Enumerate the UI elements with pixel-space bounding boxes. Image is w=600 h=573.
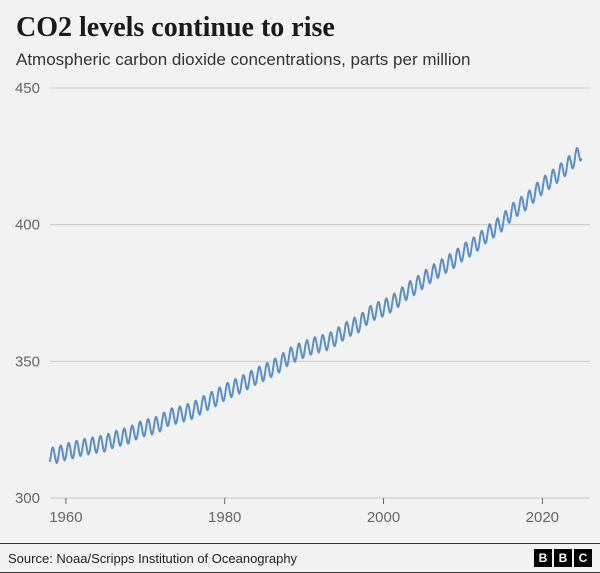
bbc-logo-letter: B (534, 549, 552, 567)
bbc-logo-letter: B (554, 549, 572, 567)
chart-card: CO2 levels continue to rise Atmospheric … (0, 0, 600, 573)
bbc-logo-letter: C (574, 549, 592, 567)
source-label: Source: Noaa/Scripps Institution of Ocea… (8, 551, 297, 566)
chart-footer: Source: Noaa/Scripps Institution of Ocea… (0, 543, 600, 573)
svg-text:350: 350 (15, 353, 40, 370)
chart-title: CO2 levels continue to rise (16, 12, 335, 44)
plot-area: 300 350 400 450 1960 1980 2000 2020 (0, 78, 600, 538)
svg-text:2000: 2000 (367, 509, 400, 526)
svg-text:2020: 2020 (526, 509, 559, 526)
svg-text:1960: 1960 (49, 509, 82, 526)
chart-subtitle: Atmospheric carbon dioxide concentration… (16, 50, 471, 70)
svg-text:450: 450 (15, 80, 40, 97)
svg-text:1980: 1980 (208, 509, 241, 526)
line-chart-svg: 300 350 400 450 1960 1980 2000 2020 (0, 78, 600, 538)
svg-text:400: 400 (15, 217, 40, 234)
svg-text:300: 300 (15, 490, 40, 507)
bbc-logo: B B C (534, 549, 592, 567)
